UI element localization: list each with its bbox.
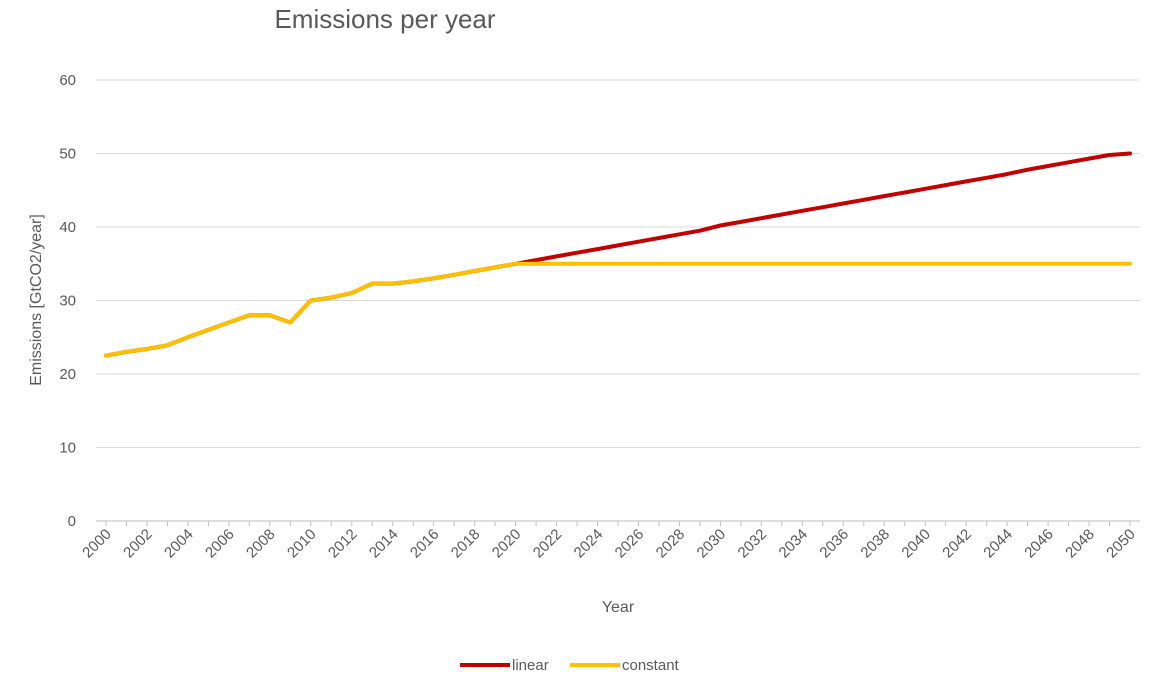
x-tick-label: 2040 [898, 526, 934, 562]
x-axis-title: Year [602, 599, 635, 616]
x-tick-label: 2004 [161, 526, 197, 562]
legend-label-constant: constant [622, 657, 680, 674]
y-tick-label: 40 [59, 219, 76, 236]
y-axis: 0 10 20 30 40 50 60 [59, 72, 76, 530]
x-tick-label: 2002 [120, 526, 156, 562]
y-tick-label: 60 [59, 72, 76, 89]
series-line-constant [104, 261, 1132, 358]
x-tick-label: 2026 [612, 526, 648, 562]
y-tick-label: 10 [59, 440, 76, 457]
series-layer [104, 151, 1132, 358]
x-tick-label: 2022 [530, 526, 566, 562]
x-tick-label: 2044 [980, 526, 1016, 562]
x-tick-label: 2046 [1021, 526, 1057, 562]
y-tick-label: 50 [59, 146, 76, 163]
x-tick-label: 2006 [202, 526, 238, 562]
x-tick-label: 2036 [816, 526, 852, 562]
x-tick-label: 2000 [79, 526, 115, 562]
x-tick-label: 2038 [857, 526, 893, 562]
x-tick-label: 2018 [448, 526, 484, 562]
x-tick-label: 2008 [243, 526, 279, 562]
x-tick-label: 2048 [1062, 526, 1098, 562]
x-tick-label: 2014 [366, 526, 402, 562]
chart-title: Emissions per year [274, 4, 495, 34]
x-axis: 2000 2002 2004 2006 2008 2010 2012 2014 2016 2018… [79, 520, 1140, 562]
x-tick-label: 2032 [735, 526, 771, 562]
grid-layer [96, 79, 1140, 448]
x-tick-label: 2042 [939, 526, 975, 562]
x-tick-label: 2020 [489, 526, 525, 562]
y-tick-label: 30 [59, 293, 76, 310]
x-tick-label: 2024 [571, 526, 607, 562]
x-tick-label: 2016 [407, 526, 443, 562]
y-axis-title: Emissions [GtCO2/year] [28, 214, 45, 386]
x-tick-label: 2030 [694, 526, 730, 562]
x-tick-label: 2010 [284, 526, 320, 562]
legend-label-linear: linear [512, 657, 549, 674]
y-tick-label: 0 [68, 513, 76, 530]
series-line-linear [104, 151, 1132, 358]
x-tick-label: 2028 [653, 526, 689, 562]
x-tick-label: 2012 [325, 526, 361, 562]
y-tick-label: 20 [59, 366, 76, 383]
x-tick-label: 2034 [776, 526, 812, 562]
x-tick-label: 2050 [1103, 526, 1139, 562]
legend: linear constant [460, 657, 680, 674]
